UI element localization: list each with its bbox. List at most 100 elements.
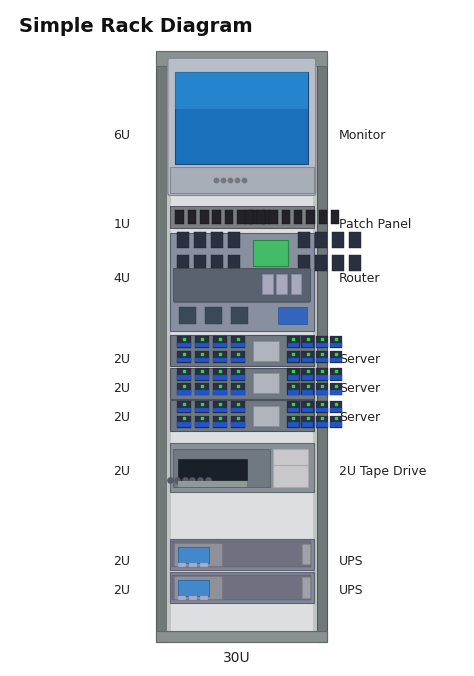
Bar (156, 54, 167, 642)
Bar (195, 368, 209, 381)
Bar (253, 373, 279, 393)
Bar (330, 416, 342, 428)
Text: Simple Rack Diagram: Simple Rack Diagram (19, 17, 253, 36)
Bar (287, 336, 300, 348)
Bar (249, 210, 258, 224)
Bar (316, 383, 328, 395)
Bar (306, 210, 315, 224)
Bar (316, 401, 328, 413)
Bar (349, 232, 361, 248)
Bar (200, 210, 209, 224)
Bar (195, 401, 209, 413)
Bar (213, 336, 227, 348)
Bar (231, 422, 245, 427)
Bar (332, 232, 344, 248)
Bar (330, 401, 342, 413)
Bar (253, 406, 279, 426)
Bar (213, 383, 227, 395)
Bar (213, 390, 227, 395)
Bar (302, 375, 313, 380)
Bar (177, 390, 191, 395)
Bar (231, 358, 245, 362)
Bar (302, 408, 313, 412)
Bar (213, 408, 227, 412)
Bar (177, 232, 189, 248)
Bar (231, 401, 245, 413)
Bar (287, 416, 300, 428)
Bar (170, 368, 314, 399)
Bar (177, 383, 191, 395)
Bar (177, 375, 191, 380)
Bar (276, 274, 287, 294)
Bar (195, 358, 209, 362)
Bar (301, 383, 314, 395)
Text: Server: Server (339, 382, 380, 395)
Text: Patch Panel: Patch Panel (339, 218, 411, 231)
Text: UPS: UPS (339, 554, 364, 568)
Bar (189, 563, 197, 567)
Text: Monitor: Monitor (339, 128, 386, 142)
Bar (302, 358, 313, 362)
Bar (231, 336, 245, 348)
Text: Server: Server (339, 353, 380, 366)
Bar (200, 596, 208, 600)
Bar (178, 580, 209, 596)
Bar (316, 336, 328, 348)
Bar (288, 390, 299, 395)
Bar (170, 335, 314, 366)
Bar (170, 167, 314, 193)
Bar (175, 72, 308, 109)
Bar (294, 210, 302, 224)
Bar (211, 255, 223, 271)
Bar (228, 232, 240, 248)
Text: 2U: 2U (113, 554, 130, 568)
Bar (287, 368, 300, 381)
Bar (288, 422, 299, 427)
Bar (330, 390, 342, 395)
Bar (213, 375, 227, 380)
Text: Router: Router (339, 272, 381, 285)
Bar (167, 54, 171, 642)
Bar (288, 408, 299, 412)
Bar (213, 343, 227, 347)
Bar (194, 255, 206, 271)
Bar (301, 351, 314, 363)
Bar (269, 210, 278, 224)
Bar (170, 572, 314, 603)
Bar (316, 422, 328, 427)
Bar (332, 255, 344, 271)
Text: 2U: 2U (113, 382, 130, 395)
Bar (156, 631, 327, 642)
Bar (253, 240, 288, 266)
Bar (330, 336, 342, 348)
Bar (170, 400, 314, 431)
Bar (177, 336, 191, 348)
Bar (253, 341, 279, 361)
Bar (330, 408, 342, 412)
Text: 2U: 2U (113, 465, 130, 479)
Bar (178, 458, 247, 480)
Bar (200, 563, 208, 567)
Bar (282, 210, 290, 224)
Bar (330, 375, 342, 380)
Bar (287, 351, 300, 363)
Bar (231, 307, 248, 324)
Bar (170, 233, 314, 331)
Bar (273, 449, 308, 487)
Bar (231, 368, 245, 381)
Bar (302, 422, 313, 427)
Text: 6U: 6U (113, 128, 130, 142)
Bar (288, 375, 299, 380)
Bar (245, 210, 253, 224)
Bar (349, 255, 361, 271)
Bar (175, 72, 308, 164)
Bar (330, 422, 342, 427)
Bar (225, 210, 233, 224)
Bar (231, 390, 245, 395)
Bar (177, 343, 191, 347)
Bar (177, 368, 191, 381)
Bar (316, 358, 328, 362)
Bar (301, 336, 314, 348)
Bar (316, 416, 328, 428)
Bar (237, 210, 246, 224)
